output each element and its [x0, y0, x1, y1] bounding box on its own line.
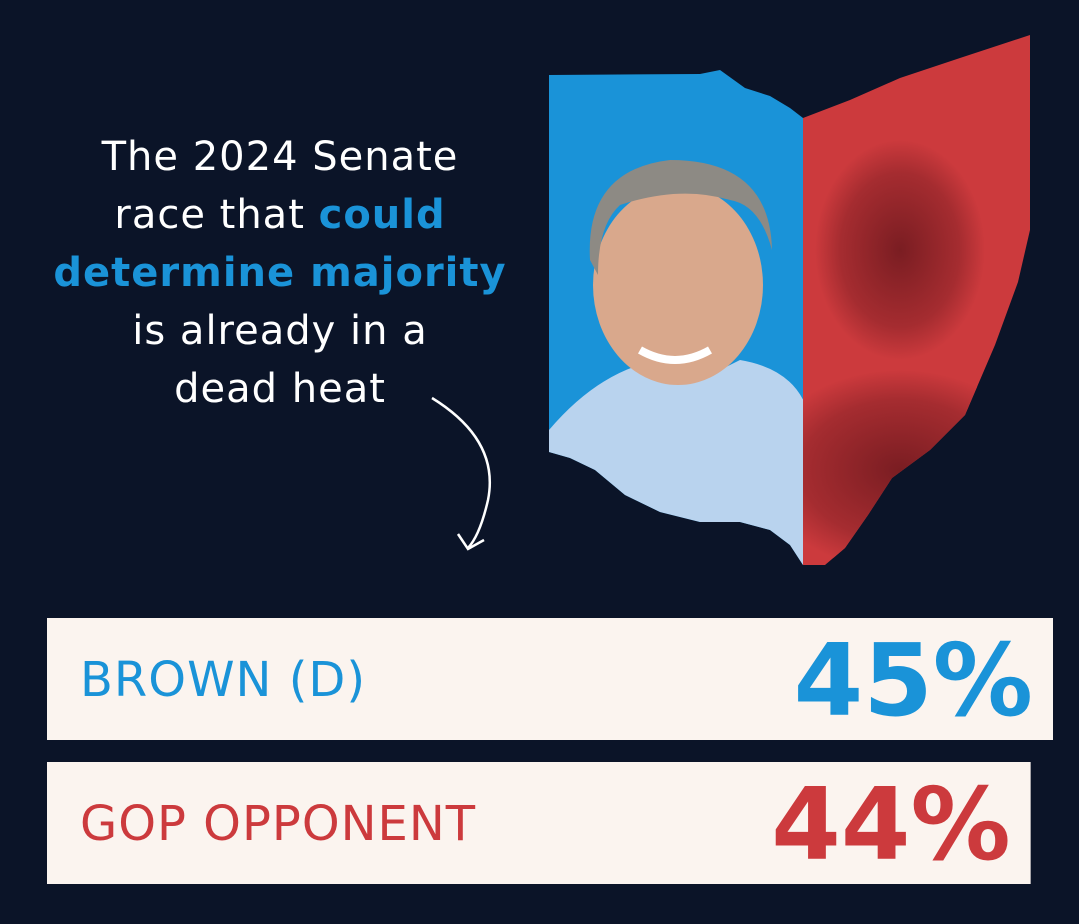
headline-text: is already in a	[132, 308, 428, 354]
headline-text: The 2024 Senate	[101, 134, 459, 180]
bar	[47, 618, 1053, 740]
headline-highlight: determine majority	[53, 250, 507, 296]
ohio-map	[549, 35, 1030, 565]
bar	[47, 762, 1031, 884]
headline-text: dead heat	[174, 366, 386, 412]
arrow-head	[456, 533, 485, 551]
value-label: 44%	[771, 766, 1010, 883]
headline-highlight: could	[318, 192, 446, 238]
arrow	[431, 396, 492, 549]
category-label: GOP OPPONENT	[80, 796, 476, 852]
value-label: 45%	[794, 622, 1033, 739]
headline: The 2024 Senate race that could determin…	[20, 128, 540, 418]
category-label: BROWN (D)	[80, 652, 366, 708]
headline-text: race that	[114, 192, 305, 238]
